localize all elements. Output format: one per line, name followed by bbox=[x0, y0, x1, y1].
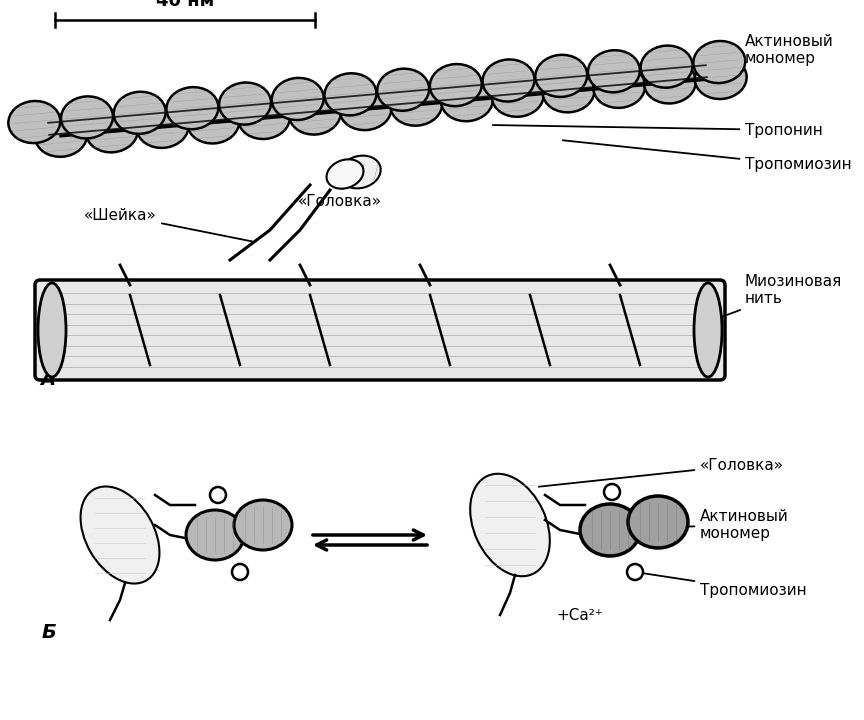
Text: «Головка»: «Головка» bbox=[539, 457, 784, 487]
Ellipse shape bbox=[325, 73, 377, 115]
Text: «Шейка»: «Шейка» bbox=[84, 207, 252, 241]
Ellipse shape bbox=[640, 45, 693, 88]
Circle shape bbox=[210, 487, 226, 503]
Ellipse shape bbox=[272, 78, 324, 120]
Text: Миозиновая
нить: Миозиновая нить bbox=[702, 274, 842, 324]
Ellipse shape bbox=[234, 500, 292, 550]
Ellipse shape bbox=[644, 61, 696, 104]
Ellipse shape bbox=[219, 83, 271, 125]
Text: +Ca²⁺: +Ca²⁺ bbox=[556, 608, 603, 623]
Ellipse shape bbox=[536, 55, 588, 97]
Ellipse shape bbox=[441, 79, 493, 121]
Ellipse shape bbox=[378, 68, 429, 111]
Ellipse shape bbox=[289, 92, 340, 135]
Circle shape bbox=[232, 564, 248, 580]
Circle shape bbox=[627, 564, 643, 580]
Ellipse shape bbox=[594, 66, 645, 108]
Ellipse shape bbox=[340, 156, 381, 189]
Ellipse shape bbox=[35, 114, 87, 157]
Ellipse shape bbox=[86, 110, 137, 153]
Circle shape bbox=[604, 484, 620, 500]
Ellipse shape bbox=[340, 88, 391, 130]
Ellipse shape bbox=[483, 60, 535, 102]
Ellipse shape bbox=[543, 71, 594, 112]
Ellipse shape bbox=[61, 96, 113, 138]
Ellipse shape bbox=[391, 84, 442, 126]
Ellipse shape bbox=[167, 87, 219, 129]
Ellipse shape bbox=[187, 102, 239, 143]
Ellipse shape bbox=[80, 487, 160, 583]
Ellipse shape bbox=[327, 159, 364, 189]
Ellipse shape bbox=[137, 106, 188, 148]
Text: Актиновый
мономер: Актиновый мономер bbox=[702, 34, 834, 71]
FancyBboxPatch shape bbox=[35, 280, 725, 380]
Ellipse shape bbox=[430, 64, 482, 106]
Ellipse shape bbox=[9, 101, 60, 143]
Ellipse shape bbox=[628, 496, 688, 548]
Ellipse shape bbox=[38, 283, 66, 377]
Text: «Головка»: «Головка» bbox=[298, 176, 382, 210]
Text: Тропонин: Тропонин bbox=[492, 122, 823, 138]
Text: Тропомиозин: Тропомиозин bbox=[638, 572, 807, 598]
Ellipse shape bbox=[580, 504, 640, 556]
Text: 40 нм: 40 нм bbox=[156, 0, 214, 10]
Ellipse shape bbox=[238, 97, 290, 139]
Ellipse shape bbox=[695, 57, 746, 99]
Ellipse shape bbox=[114, 91, 166, 134]
Ellipse shape bbox=[186, 510, 244, 560]
Ellipse shape bbox=[693, 41, 746, 83]
Ellipse shape bbox=[492, 75, 543, 117]
Text: А: А bbox=[40, 370, 55, 389]
Ellipse shape bbox=[470, 474, 550, 576]
Ellipse shape bbox=[588, 50, 640, 92]
Ellipse shape bbox=[694, 283, 722, 377]
Text: Актиновый
мономер: Актиновый мономер bbox=[638, 509, 789, 541]
Text: Тропомиозин: Тропомиозин bbox=[562, 140, 852, 173]
Text: Б: Б bbox=[42, 623, 57, 642]
